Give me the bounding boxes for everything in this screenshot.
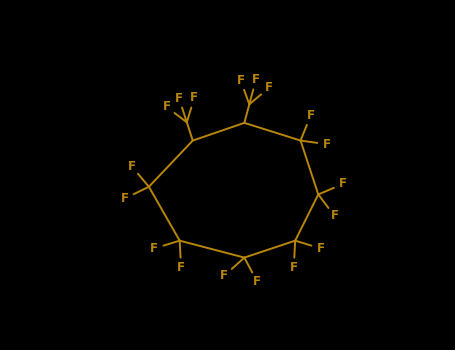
Text: F: F bbox=[253, 275, 261, 288]
Text: F: F bbox=[177, 261, 185, 274]
Text: F: F bbox=[265, 82, 273, 95]
Text: F: F bbox=[121, 192, 129, 205]
Text: F: F bbox=[190, 91, 198, 104]
Text: F: F bbox=[290, 261, 298, 274]
Text: F: F bbox=[237, 74, 245, 87]
Text: F: F bbox=[220, 269, 228, 282]
Text: F: F bbox=[175, 92, 183, 105]
Text: F: F bbox=[330, 210, 339, 223]
Text: F: F bbox=[127, 160, 136, 173]
Text: F: F bbox=[323, 138, 331, 151]
Text: F: F bbox=[252, 73, 260, 86]
Text: F: F bbox=[162, 100, 171, 113]
Text: F: F bbox=[317, 242, 325, 255]
Text: F: F bbox=[307, 109, 315, 122]
Text: F: F bbox=[339, 177, 347, 190]
Text: F: F bbox=[150, 242, 158, 255]
